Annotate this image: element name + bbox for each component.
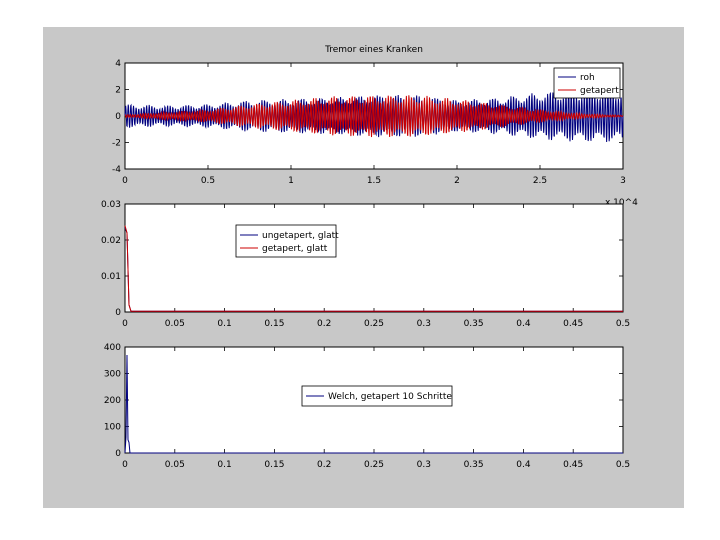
axes-2-y-tick-label: 0.01 (101, 272, 121, 282)
axes-2-x-tick-label: 0.45 (563, 319, 583, 329)
axes-2-y-tick-label: 0 (115, 308, 121, 318)
axes-1-legend-label-roh: roh (580, 73, 595, 83)
axes-2: 0 0.05 0.1 0.15 0.2 0.25 0.3 0.35 0.4 0.45 0.5 0.0… (101, 200, 630, 329)
axes-3-x-tick-label: 0.45 (563, 460, 583, 470)
axes-2-legend-label-getapert: getapert, glatt (262, 244, 328, 254)
axes-2-x-tick-label: 0.05 (165, 319, 185, 329)
axes-3-x-tick-label: 0.05 (165, 460, 185, 470)
axes-2-x-tick-label: 0.5 (616, 319, 630, 329)
axes-1-x-tick-label: 2.5 (533, 176, 547, 186)
axes-3-y-ticks: 400 300 200 100 0 (104, 343, 623, 459)
axes-2-x-tick-label: 0.1 (217, 319, 231, 329)
axes-3-x-tick-label: 0.3 (417, 460, 431, 470)
axes-2-x-tick-label: 0 (122, 319, 128, 329)
axes-3-legend-box (301, 385, 453, 407)
axes-2-legend-box (235, 224, 337, 258)
axes-3-series (124, 354, 623, 454)
axes-2-series-line-1 (124, 225, 623, 312)
axes-3-y-tick-label: 100 (104, 423, 121, 433)
axes-1-series-line-1 (124, 95, 624, 138)
axes-1-x-tick-label: 2 (454, 176, 460, 186)
axes-1-x-tick-label: 3 (620, 176, 626, 186)
axes-3-x-ticks: 0 0.05 0.1 0.15 0.2 0.25 0.3 0.35 0.4 0.45 0.5 (122, 347, 630, 470)
axes-2-x-tick-label: 0.3 (417, 319, 431, 329)
axes-1-y-tick-label: 2 (115, 86, 121, 96)
axes-3-y-tick-label: 200 (104, 396, 121, 406)
axes-2-x-tick-label: 0.2 (317, 319, 331, 329)
axes-2-x-tick-label: 0.35 (464, 319, 484, 329)
axes-3-x-tick-label: 0 (122, 460, 128, 470)
axes-1-y-tick-label: 4 (115, 59, 121, 69)
axes-2-y-tick-label: 0.03 (101, 200, 121, 210)
axes-3-y-tick-label: 400 (104, 343, 121, 353)
axes-1-x-tick-label: 0 (122, 176, 128, 186)
axes-1: Tremor eines Kranken x 10^4 0 0.5 1 1.5 2 2.5… (112, 45, 638, 208)
axes-1-title: Tremor eines Kranken (324, 45, 423, 55)
axes-3-y-tick-label: 0 (115, 449, 121, 459)
axes-3-y-tick-label: 300 (104, 370, 121, 380)
axes-1-x-tick-label: 0.5 (201, 176, 215, 186)
axes-2-series (124, 225, 623, 312)
axes-1-legend-box (553, 67, 621, 99)
axes-1-x-tick-label: 1 (288, 176, 294, 186)
axes-3-x-tick-label: 0.15 (264, 460, 284, 470)
axes-2-x-tick-label: 0.15 (264, 319, 284, 329)
axes-1-y-tick-label: 0 (115, 112, 121, 122)
axes-3-x-tick-label: 0.25 (364, 460, 384, 470)
axes-1-legend: roh getapert (553, 67, 621, 99)
axes-1-y-tick-label: -2 (112, 139, 121, 149)
axes-3-x-tick-label: 0.2 (317, 460, 331, 470)
axes-3: 0 0.05 0.1 0.15 0.2 0.25 0.3 0.35 0.4 0.45 0.5 400… (104, 343, 630, 470)
axes-3-legend: Welch, getapert 10 Schritte (301, 385, 453, 407)
axes-3-series-line-0 (124, 354, 623, 454)
axes-2-y-tick-label: 0.02 (101, 236, 121, 246)
axes-2-x-ticks: 0 0.05 0.1 0.15 0.2 0.25 0.3 0.35 0.4 0.45 0.5 (122, 204, 630, 329)
axes-3-x-tick-label: 0.5 (616, 460, 630, 470)
axes-1-series-line-0 (124, 89, 624, 142)
axes-2-x-tick-label: 0.4 (516, 319, 531, 329)
axes-3-legend-label-welch: Welch, getapert 10 Schritte (328, 392, 452, 402)
axes-3-x-tick-label: 0.1 (217, 460, 231, 470)
axes-1-y-tick-label: -4 (112, 165, 121, 175)
axes-1-series (124, 89, 624, 142)
axes-2-frame (124, 203, 624, 313)
axes-1-legend-label-getapert: getapert (580, 86, 619, 96)
axes-3-x-tick-label: 0.4 (516, 460, 531, 470)
axes-1-x-ticks: 0 0.5 1 1.5 2 2.5 3 (122, 63, 626, 186)
axes-3-x-tick-label: 0.35 (464, 460, 484, 470)
axes-2-y-ticks: 0.03 0.02 0.01 0 (101, 200, 623, 318)
axes-1-x-tick-label: 1.5 (367, 176, 381, 186)
axes-1-x-multiplier: x 10^4 (605, 198, 638, 208)
axes-2-x-tick-label: 0.25 (364, 319, 384, 329)
axes-2-legend-label-ungetapert: ungetapert, glatt (262, 231, 339, 241)
axes-2-legend: ungetapert, glatt getapert, glatt (235, 224, 339, 258)
